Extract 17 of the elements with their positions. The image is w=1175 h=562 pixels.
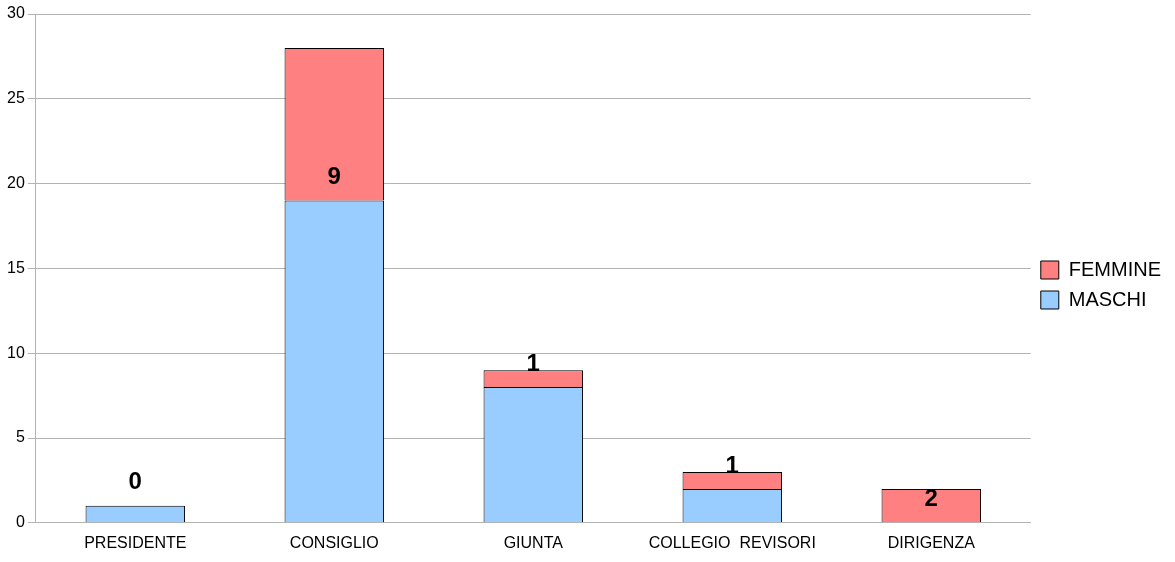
y-tick-label: 10 <box>7 343 25 361</box>
legend-label: FEMMINE <box>1068 257 1161 280</box>
x-tick-label: GIUNTA <box>503 533 564 551</box>
data-label: 9 <box>327 162 341 190</box>
x-tick-label: PRESIDENTE <box>84 533 187 551</box>
y-tick-label: 15 <box>7 258 25 276</box>
x-tick-label: COLLEGIO REVISORI <box>648 533 816 551</box>
x-tick-label: CONSIGLIO <box>289 533 379 551</box>
y-tick-label: 25 <box>7 89 25 107</box>
data-label: 1 <box>526 348 540 376</box>
x-tick-label: DIRIGENZA <box>887 533 976 551</box>
y-tick-label: 0 <box>15 513 25 531</box>
y-tick-label: 30 <box>7 4 25 22</box>
y-tick-label: 5 <box>15 428 25 446</box>
legend-label: MASCHI <box>1068 287 1147 310</box>
y-tick-label: 20 <box>7 174 25 192</box>
data-label: 0 <box>128 467 142 495</box>
